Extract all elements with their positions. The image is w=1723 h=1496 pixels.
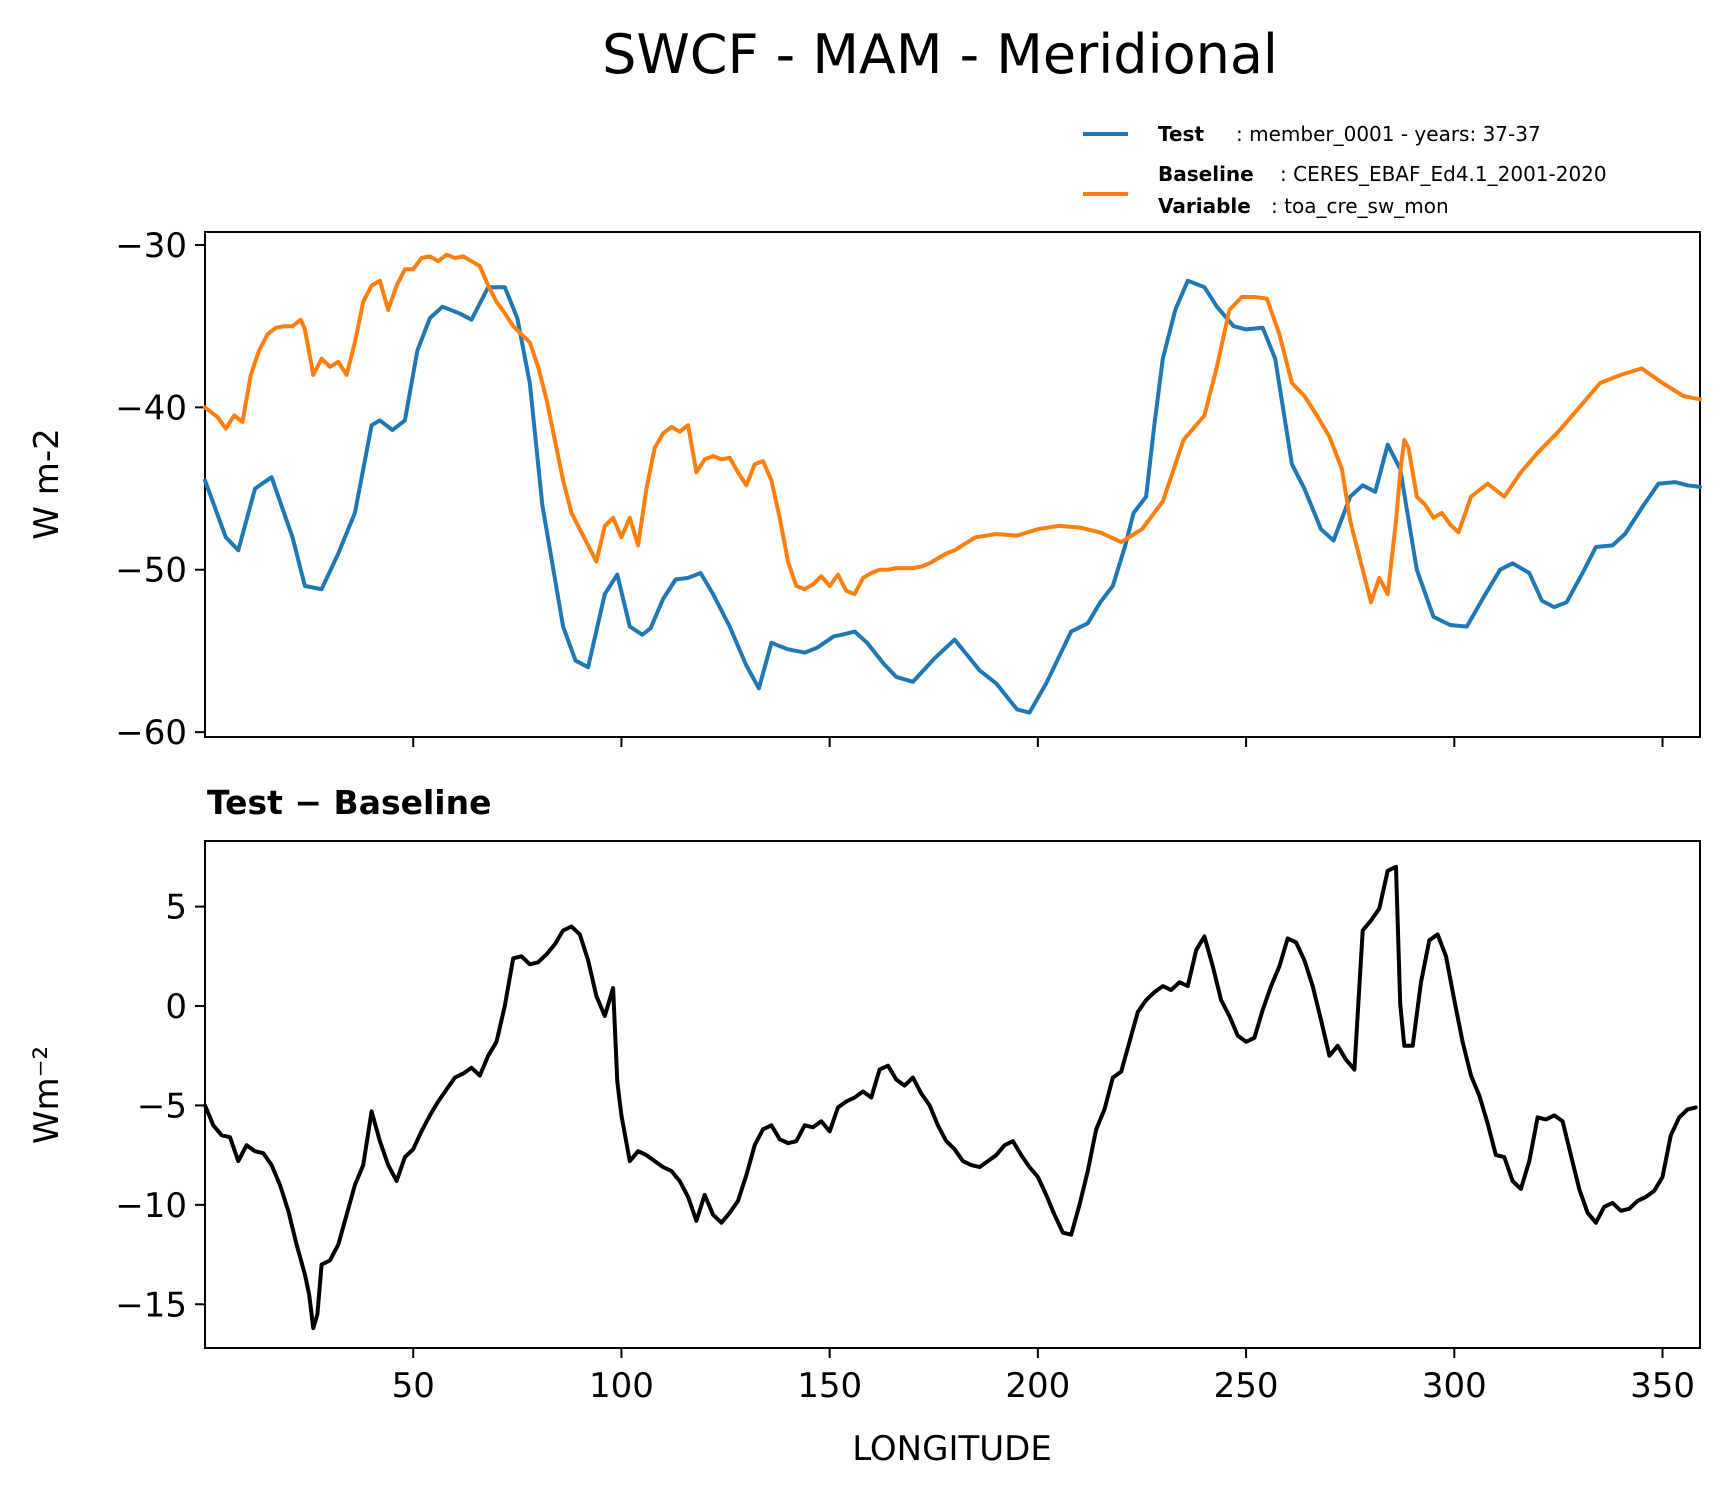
top-y-axis-label: W m-2 [27, 428, 67, 539]
top-series [203, 252, 1702, 715]
top-x-ticks [412, 737, 1664, 747]
bottom-x-tick-label: 100 [589, 1366, 654, 1406]
legend-baseline-value: CERES_EBAF_Ed4.1_2001-2020 [1293, 162, 1607, 186]
bottom-x-tick-label: 50 [392, 1366, 435, 1406]
legend: Test : member_0001 - years: 37-37 Baseli… [1083, 122, 1607, 218]
figure-title: SWCF - MAM - Meridional [602, 23, 1278, 86]
top-series-baseline-line [203, 252, 1702, 605]
top-y-ticks: −30 −40 −50 −60 [115, 226, 205, 753]
bottom-y-tick-label: −10 [115, 1186, 187, 1226]
x-axis-label: LONGITUDE [852, 1429, 1052, 1469]
bottom-x-tick-label: 200 [1005, 1366, 1070, 1406]
bottom-y-tick-label: −15 [115, 1285, 187, 1325]
legend-test-value: member_0001 - years: 37-37 [1249, 122, 1541, 146]
bottom-y-tick-label: 0 [165, 987, 187, 1027]
bottom-panel-title: Test − Baseline [207, 783, 492, 822]
legend-baseline-key: Baseline [1158, 162, 1254, 186]
bottom-y-axis-label: Wm⁻² [27, 1046, 67, 1144]
bottom-y-ticks: 5 0 −5 −10 −15 [115, 888, 205, 1325]
top-series-test-line [203, 278, 1702, 715]
top-y-tick-label: −60 [115, 713, 187, 753]
bottom-x-tick-label: 150 [797, 1366, 862, 1406]
legend-baseline-text: : CERES_EBAF_Ed4.1_2001-2020 [1280, 162, 1607, 186]
bottom-x-tick-label: 300 [1422, 1366, 1487, 1406]
legend-test-key: Test [1158, 122, 1204, 146]
bottom-y-tick-label: −5 [137, 1086, 187, 1126]
bottom-panel: Test − Baseline Wm⁻² 50−5−10−15 50 100 150… [27, 783, 1701, 1469]
top-y-tick-label: −50 [115, 551, 187, 591]
bottom-y-tick-label: 5 [165, 888, 187, 928]
bottom-x-ticks: 50 100 150 200 250 300 350 [392, 1348, 1695, 1406]
bottom-x-tick-label: 350 [1630, 1366, 1695, 1406]
top-panel-frame [204, 231, 1701, 738]
bottom-series [203, 864, 1698, 1331]
legend-variable-key: Variable [1158, 194, 1251, 218]
legend-test-text: : member_0001 - years: 37-37 [1236, 122, 1541, 146]
bottom-series-test-baseline-line [203, 864, 1698, 1331]
legend-variable-value: toa_cre_sw_mon [1284, 194, 1449, 218]
bottom-x-tick-label: 250 [1214, 1366, 1279, 1406]
top-y-tick-label: −30 [115, 226, 187, 266]
legend-variable-text: : toa_cre_sw_mon [1271, 194, 1449, 218]
top-panel: W m-2 −30 −40 −50 −60 [27, 226, 1702, 753]
bottom-panel-frame [204, 840, 1701, 1349]
top-y-tick-label: −40 [115, 388, 187, 428]
